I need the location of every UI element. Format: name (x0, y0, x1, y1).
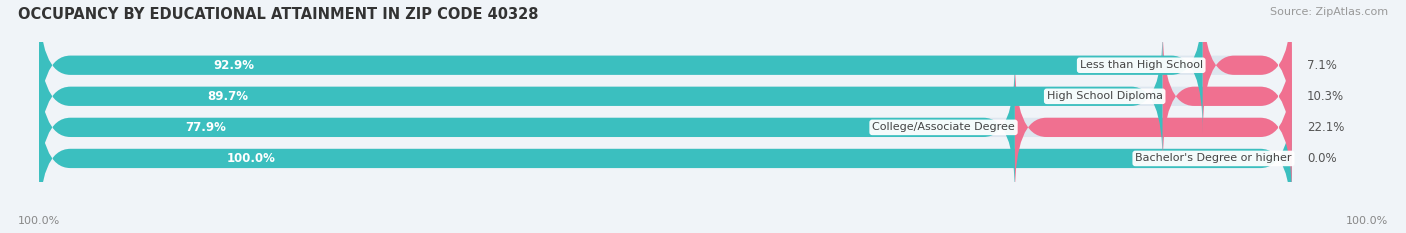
Text: College/Associate Degree: College/Associate Degree (872, 122, 1015, 132)
Text: 89.7%: 89.7% (208, 90, 249, 103)
Text: 77.9%: 77.9% (186, 121, 226, 134)
Text: 92.9%: 92.9% (214, 59, 254, 72)
FancyBboxPatch shape (39, 28, 1163, 164)
FancyBboxPatch shape (39, 0, 1292, 133)
Text: 100.0%: 100.0% (18, 216, 60, 226)
Text: OCCUPANCY BY EDUCATIONAL ATTAINMENT IN ZIP CODE 40328: OCCUPANCY BY EDUCATIONAL ATTAINMENT IN Z… (18, 7, 538, 22)
FancyBboxPatch shape (1015, 59, 1292, 195)
FancyBboxPatch shape (39, 90, 1292, 226)
Text: Source: ZipAtlas.com: Source: ZipAtlas.com (1270, 7, 1388, 17)
Text: 100.0%: 100.0% (226, 152, 276, 165)
Legend: Owner-occupied, Renter-occupied: Owner-occupied, Renter-occupied (572, 230, 834, 233)
Text: Bachelor's Degree or higher: Bachelor's Degree or higher (1135, 154, 1292, 163)
Text: 100.0%: 100.0% (1346, 216, 1388, 226)
Text: 10.3%: 10.3% (1306, 90, 1344, 103)
Text: 0.0%: 0.0% (1306, 152, 1336, 165)
Text: Less than High School: Less than High School (1080, 60, 1202, 70)
Text: 22.1%: 22.1% (1306, 121, 1344, 134)
FancyBboxPatch shape (39, 59, 1292, 195)
FancyBboxPatch shape (39, 28, 1292, 164)
FancyBboxPatch shape (39, 0, 1202, 133)
FancyBboxPatch shape (39, 59, 1015, 195)
Text: 7.1%: 7.1% (1306, 59, 1337, 72)
FancyBboxPatch shape (39, 90, 1292, 226)
FancyBboxPatch shape (1163, 28, 1292, 164)
Text: High School Diploma: High School Diploma (1046, 91, 1163, 101)
FancyBboxPatch shape (1202, 0, 1292, 133)
